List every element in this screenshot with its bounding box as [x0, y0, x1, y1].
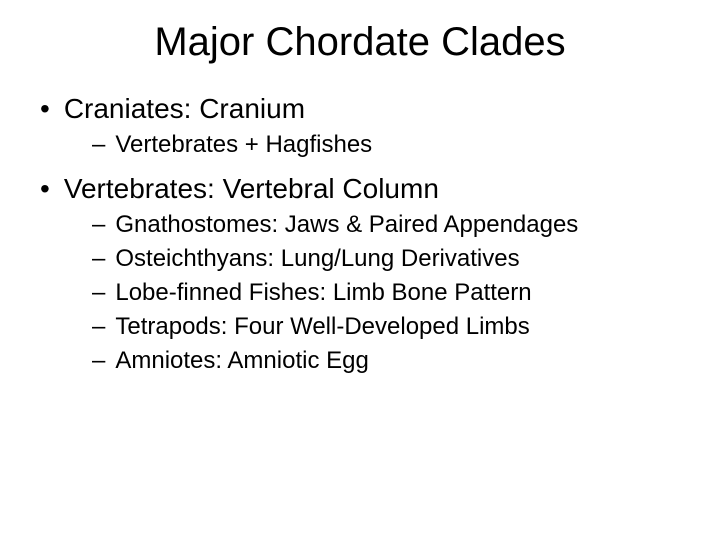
- list-item: – Tetrapods: Four Well-Developed Limbs: [92, 313, 680, 341]
- slide-title: Major Chordate Clades: [40, 20, 680, 65]
- level1-text: Vertebrates: Vertebral Column: [64, 173, 439, 205]
- dash-icon: –: [92, 279, 105, 307]
- list-item: – Gnathostomes: Jaws & Paired Appendages: [92, 211, 680, 239]
- level2-text: Lobe-finned Fishes: Limb Bone Pattern: [115, 279, 531, 307]
- list-item: – Osteichthyans: Lung/Lung Derivatives: [92, 245, 680, 273]
- level2-text: Gnathostomes: Jaws & Paired Appendages: [115, 211, 578, 239]
- level2-text: Vertebrates + Hagfishes: [115, 131, 372, 159]
- bullet-icon: •: [40, 173, 50, 205]
- list-item: – Lobe-finned Fishes: Limb Bone Pattern: [92, 279, 680, 307]
- list-item: – Vertebrates + Hagfishes: [92, 131, 680, 159]
- dash-icon: –: [92, 211, 105, 239]
- dash-icon: –: [92, 245, 105, 273]
- dash-icon: –: [92, 313, 105, 341]
- level2-text: Osteichthyans: Lung/Lung Derivatives: [115, 245, 519, 273]
- list-item: – Amniotes: Amniotic Egg: [92, 347, 680, 375]
- bullet-icon: •: [40, 93, 50, 125]
- level1-text: Craniates: Cranium: [64, 93, 305, 125]
- slide: Major Chordate Clades • Craniates: Crani…: [0, 0, 720, 540]
- level2-text: Tetrapods: Four Well-Developed Limbs: [115, 313, 529, 341]
- list-item: • Vertebrates: Vertebral Column: [40, 173, 680, 205]
- bullet-block-1: • Vertebrates: Vertebral Column – Gnatho…: [40, 173, 680, 375]
- list-item: • Craniates: Cranium: [40, 93, 680, 125]
- bullet-block-0: • Craniates: Cranium – Vertebrates + Hag…: [40, 93, 680, 159]
- dash-icon: –: [92, 347, 105, 375]
- dash-icon: –: [92, 131, 105, 159]
- level2-text: Amniotes: Amniotic Egg: [115, 347, 368, 375]
